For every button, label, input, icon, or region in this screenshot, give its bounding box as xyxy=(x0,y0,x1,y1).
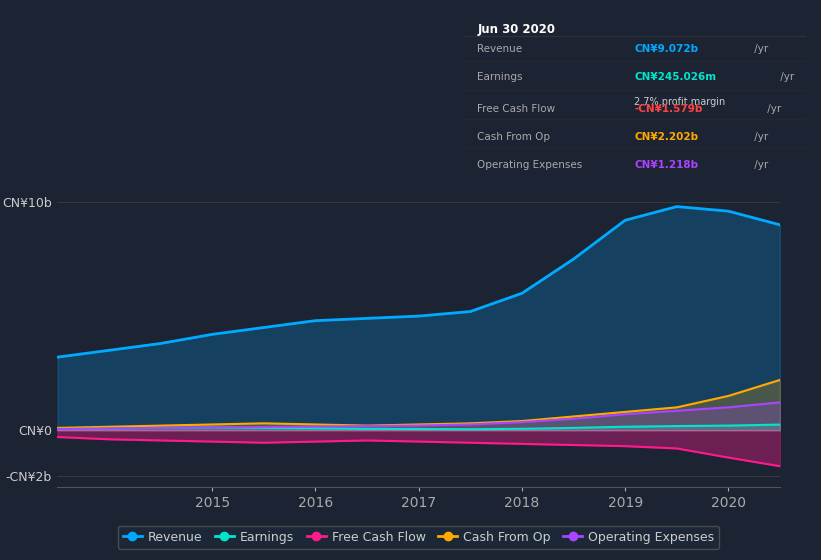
Text: /yr: /yr xyxy=(764,104,781,114)
Text: CN¥9.072b: CN¥9.072b xyxy=(635,44,699,54)
Text: /yr: /yr xyxy=(750,132,768,142)
Text: Revenue: Revenue xyxy=(478,44,523,54)
Text: Free Cash Flow: Free Cash Flow xyxy=(478,104,556,114)
Text: Cash From Op: Cash From Op xyxy=(478,132,551,142)
Text: Operating Expenses: Operating Expenses xyxy=(478,160,583,170)
Legend: Revenue, Earnings, Free Cash Flow, Cash From Op, Operating Expenses: Revenue, Earnings, Free Cash Flow, Cash … xyxy=(118,526,719,549)
Text: Jun 30 2020: Jun 30 2020 xyxy=(478,23,556,36)
Text: Earnings: Earnings xyxy=(478,72,523,82)
Text: -CN¥1.579b: -CN¥1.579b xyxy=(635,104,703,114)
Text: /yr: /yr xyxy=(750,44,768,54)
Text: 2.7% profit margin: 2.7% profit margin xyxy=(635,97,726,107)
Text: CN¥1.218b: CN¥1.218b xyxy=(635,160,699,170)
Text: CN¥245.026m: CN¥245.026m xyxy=(635,72,717,82)
Text: /yr: /yr xyxy=(750,160,768,170)
Text: CN¥2.202b: CN¥2.202b xyxy=(635,132,699,142)
Text: /yr: /yr xyxy=(777,72,794,82)
